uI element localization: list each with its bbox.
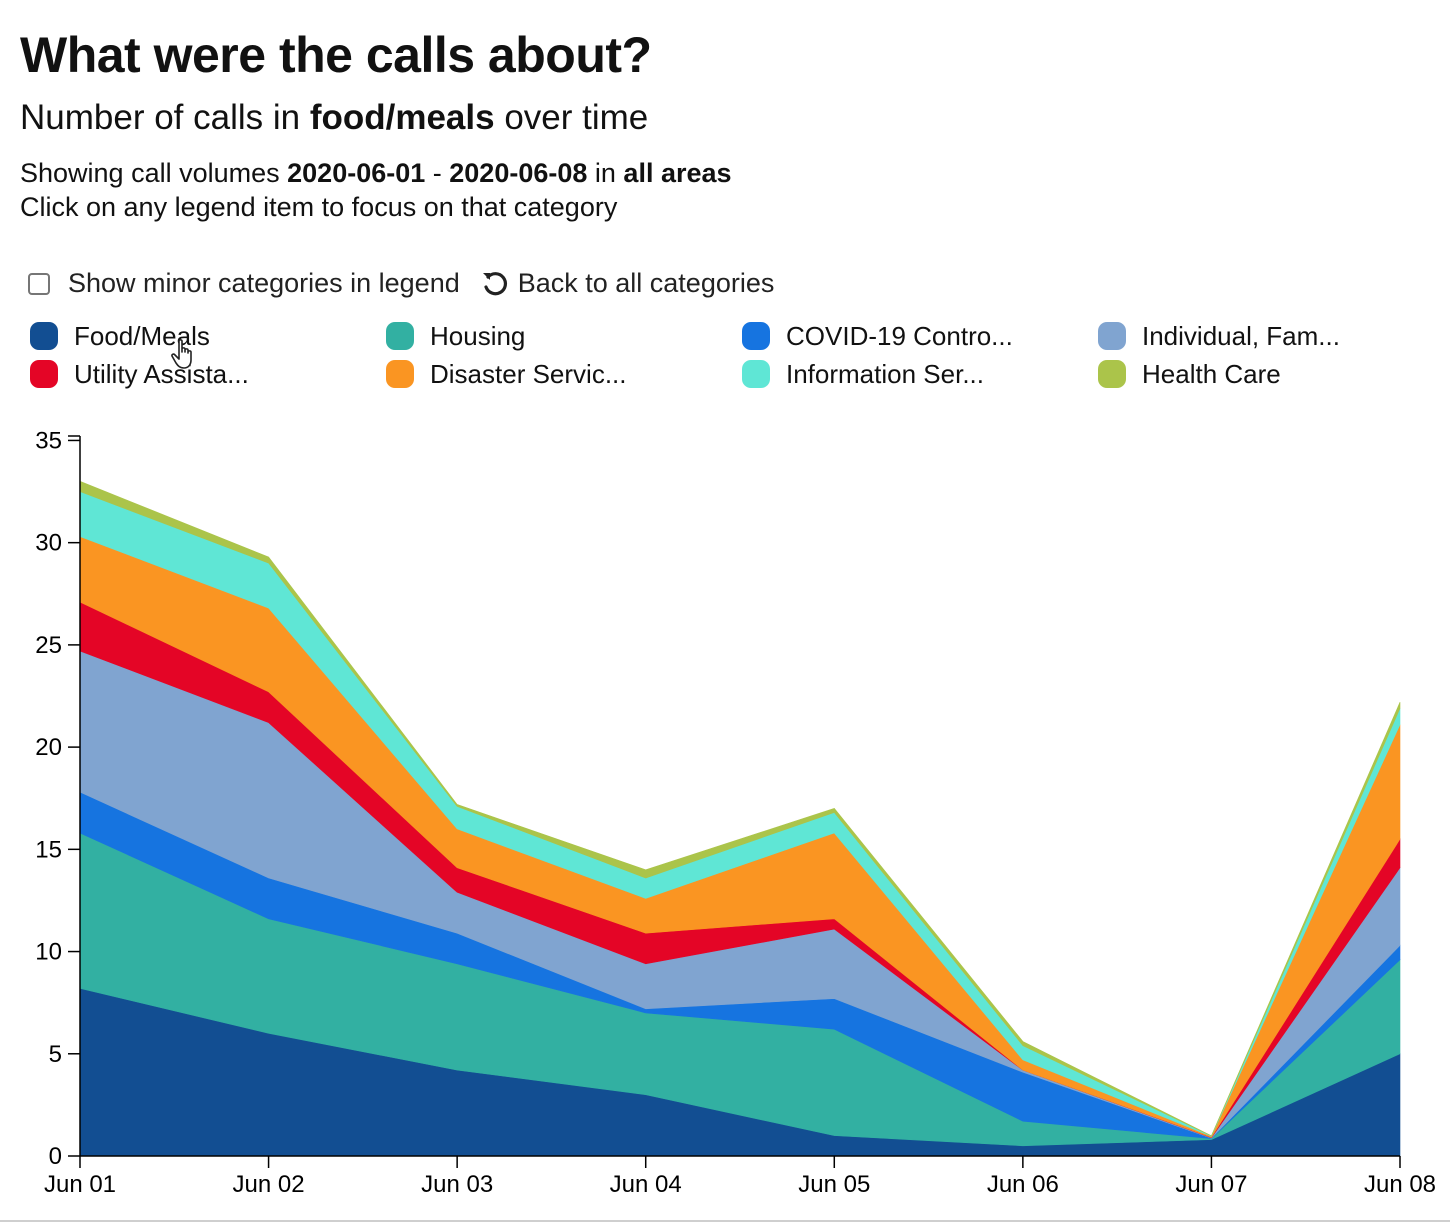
- legend: Food/Meals Housing COVID-19 Contro... In…: [30, 320, 1450, 389]
- legend-swatch: [386, 322, 414, 350]
- legend-controls: Show minor categories in legend Back to …: [28, 268, 774, 299]
- area-label: all areas: [623, 158, 732, 188]
- x-tick-label: Jun 02: [233, 1171, 305, 1198]
- y-tick-label: 30: [35, 530, 62, 557]
- x-tick-label: Jun 04: [610, 1171, 682, 1198]
- legend-item-food-meals[interactable]: Food/Meals: [30, 320, 386, 351]
- x-tick-label: Jun 06: [987, 1171, 1059, 1198]
- legend-item-utility[interactable]: Utility Assista...: [30, 358, 386, 389]
- legend-label: Food/Meals: [74, 320, 210, 351]
- legend-swatch: [30, 360, 58, 388]
- legend-item-individual-family[interactable]: Individual, Fam...: [1098, 320, 1450, 351]
- date-range-line: Showing call volumes 2020-06-01 - 2020-0…: [20, 156, 732, 190]
- y-tick-label: 25: [35, 632, 62, 659]
- date-start: 2020-06-01: [287, 158, 426, 188]
- instruction-text: Click on any legend item to focus on tha…: [20, 192, 618, 222]
- back-to-all-button[interactable]: Back to all categories: [480, 268, 775, 299]
- legend-item-disaster[interactable]: Disaster Servic...: [386, 358, 742, 389]
- area-series-group: [79, 480, 1401, 1157]
- y-tick-label: 5: [49, 1041, 62, 1068]
- date-end: 2020-06-08: [449, 158, 588, 188]
- x-tick-label: Jun 08: [1364, 1171, 1436, 1198]
- bottom-divider: [0, 1220, 1450, 1222]
- back-to-all-label: Back to all categories: [517, 268, 775, 298]
- undo-icon: [482, 271, 507, 295]
- legend-label: Information Ser...: [786, 358, 984, 389]
- legend-swatch: [1098, 360, 1126, 388]
- y-tick-label: 20: [35, 734, 62, 761]
- hand-pointer-icon: [171, 339, 192, 369]
- chart-description: Showing call volumes 2020-06-01 - 2020-0…: [20, 156, 732, 224]
- subtitle-category: food/meals: [309, 98, 495, 137]
- legend-label: Housing: [430, 320, 526, 351]
- x-tick-label: Jun 05: [798, 1171, 870, 1198]
- legend-swatch: [1098, 322, 1126, 350]
- x-tick-label: Jun 07: [1175, 1171, 1247, 1198]
- subtitle-suffix: over time: [494, 98, 649, 137]
- date-separator: -: [425, 158, 450, 188]
- minor-categories-label[interactable]: Show minor categories in legend: [68, 268, 460, 298]
- x-tick-label: Jun 01: [44, 1171, 116, 1198]
- legend-item-housing[interactable]: Housing: [386, 320, 742, 351]
- legend-item-information[interactable]: Information Ser...: [742, 358, 1098, 389]
- y-tick-label: 10: [35, 939, 62, 966]
- desc-prefix: Showing call volumes: [20, 158, 288, 188]
- legend-swatch: [386, 360, 414, 388]
- legend-label: Health Care: [1142, 358, 1281, 389]
- legend-swatch: [30, 322, 58, 350]
- legend-item-covid[interactable]: COVID-19 Contro...: [742, 320, 1098, 351]
- area-series-health-care[interactable]: [79, 480, 1401, 1137]
- legend-swatch: [742, 322, 770, 350]
- subtitle-prefix: Number of calls in: [20, 98, 310, 137]
- stacked-area-chart: 0 5 10 15 20 25 30 35 Jun 01 Jun 02 Jun 03 Jun 04 Ju…: [35, 427, 1436, 1198]
- legend-label: Disaster Servic...: [430, 358, 627, 389]
- y-tick-label: 0: [49, 1143, 62, 1170]
- desc-in: in: [587, 158, 624, 188]
- minor-categories-checkbox[interactable]: [28, 272, 50, 295]
- x-tick-label: Jun 03: [421, 1171, 493, 1198]
- chart-title: What were the calls about?: [20, 27, 652, 83]
- axes-group: 0 5 10 15 20 25 30 35 Jun 01 Jun 02 Jun 03 Jun 04 Ju…: [35, 427, 1436, 1198]
- legend-label: Individual, Fam...: [1142, 320, 1340, 351]
- legend-item-health-care[interactable]: Health Care: [1098, 358, 1450, 389]
- legend-swatch: [742, 360, 770, 388]
- y-tick-label: 15: [35, 836, 62, 863]
- chart-subtitle: Number of calls in food/meals over time: [20, 98, 648, 138]
- legend-label: Utility Assista...: [74, 358, 249, 389]
- legend-label: COVID-19 Contro...: [786, 320, 1013, 351]
- y-tick-label: 35: [35, 427, 62, 454]
